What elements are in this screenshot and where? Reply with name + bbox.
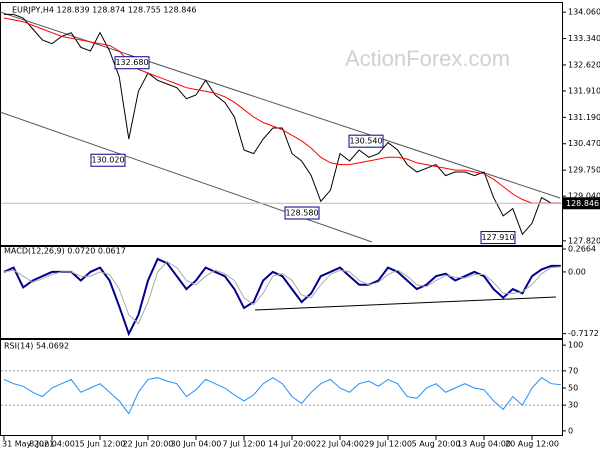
x-tick-label: 13 Aug 04:00 (457, 440, 511, 449)
x-tick-label: 20 Aug 12:00 (505, 440, 559, 449)
channel-upper (0, 11, 561, 199)
annotation-label: 127.910 (481, 233, 514, 242)
y-tick-label: 133.340 (568, 34, 600, 43)
x-tick-label: 8 Jun 04:00 (29, 440, 75, 449)
watermark: ActionForex.com (345, 46, 510, 71)
last-price-label: 128.846 (566, 199, 599, 208)
last-price-box (562, 197, 600, 210)
y-tick-label: 50 (568, 384, 578, 393)
y-tick-label: 0.2664 (568, 245, 596, 254)
y-tick-label: 134.060 (568, 8, 600, 17)
annotation-box (114, 56, 150, 70)
price-title: EURJPY,H4 128.839 128.874 128.755 128.84… (12, 6, 197, 15)
y-tick-label: 127.820 (568, 236, 600, 245)
macd-title: MACD(12,26,9) 0.0720 0.0617 (4, 247, 126, 256)
annotation-label: 130.540 (349, 137, 382, 146)
x-tick-label: 30 Jun 04:00 (171, 440, 222, 449)
series-line (4, 13, 561, 236)
y-tick-label: 70 (568, 366, 578, 375)
annotation-label: 132.680 (115, 58, 148, 67)
x-tick-label: 29 Jul 12:00 (364, 440, 412, 449)
x-tick-label: 5 Aug 20:00 (412, 440, 461, 449)
y-tick-label: 132.620 (568, 60, 600, 69)
annotation-box (480, 231, 516, 245)
x-tick-label: 31 May 2021 (2, 440, 54, 449)
series-line (3, 257, 561, 337)
x-tick-label: 15 Jun 12:00 (75, 440, 126, 449)
annotation-box (90, 153, 126, 167)
macd-trendline (254, 296, 557, 311)
y-tick-label: 30 (568, 401, 578, 410)
series-line (3, 17, 561, 204)
channel-lower (0, 111, 373, 243)
price-panel (0, 2, 563, 246)
rsi-title: RSI(14) 54.0692 (4, 342, 69, 351)
annotation-label: 130.020 (91, 156, 124, 165)
y-tick-label: 131.910 (568, 86, 600, 95)
annotation-box (284, 206, 320, 220)
y-tick-label: 0.00 (568, 267, 586, 276)
annotation-label: 128.580 (285, 209, 318, 218)
x-tick-label: 22 Jul 04:00 (316, 440, 364, 449)
y-tick-label: 0 (568, 426, 573, 435)
series-line (3, 260, 561, 325)
y-tick-label: 130.470 (568, 139, 600, 148)
annotation-box (348, 134, 384, 148)
x-tick-label: 7 Jul 12:00 (223, 440, 266, 449)
y-tick-label: 129.040 (568, 192, 600, 201)
y-tick-label: -0.7172 (568, 329, 599, 338)
y-tick-label: 100 (568, 341, 583, 350)
y-tick-label: 131.190 (568, 113, 600, 122)
macd-panel (0, 246, 563, 339)
x-tick-label: 14 Jul 20:00 (268, 440, 316, 449)
series-line (3, 377, 561, 415)
y-tick-label: 129.750 (568, 166, 600, 175)
x-tick-label: 22 Jun 20:00 (123, 440, 174, 449)
